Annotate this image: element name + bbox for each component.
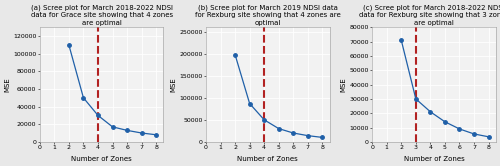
- Title: (a) Scree plot for March 2018-2022 NDSI
data for Grace site showing that 4 zones: (a) Scree plot for March 2018-2022 NDSI …: [30, 4, 172, 26]
- X-axis label: Number of Zones: Number of Zones: [238, 156, 298, 162]
- Title: (c) Scree plot for March 2018-2022 NDSI
data for Rexburg site showing that 3 zon: (c) Scree plot for March 2018-2022 NDSI …: [359, 4, 500, 26]
- Y-axis label: MSE: MSE: [340, 77, 346, 92]
- Title: (b) Scree plot for March 2019 NDSI data
for Rexburg site showing that 4 zones ar: (b) Scree plot for March 2019 NDSI data …: [195, 4, 340, 26]
- X-axis label: Number of Zones: Number of Zones: [404, 156, 464, 162]
- X-axis label: Number of Zones: Number of Zones: [71, 156, 132, 162]
- Y-axis label: MSE: MSE: [170, 77, 176, 92]
- Y-axis label: MSE: MSE: [4, 77, 10, 92]
